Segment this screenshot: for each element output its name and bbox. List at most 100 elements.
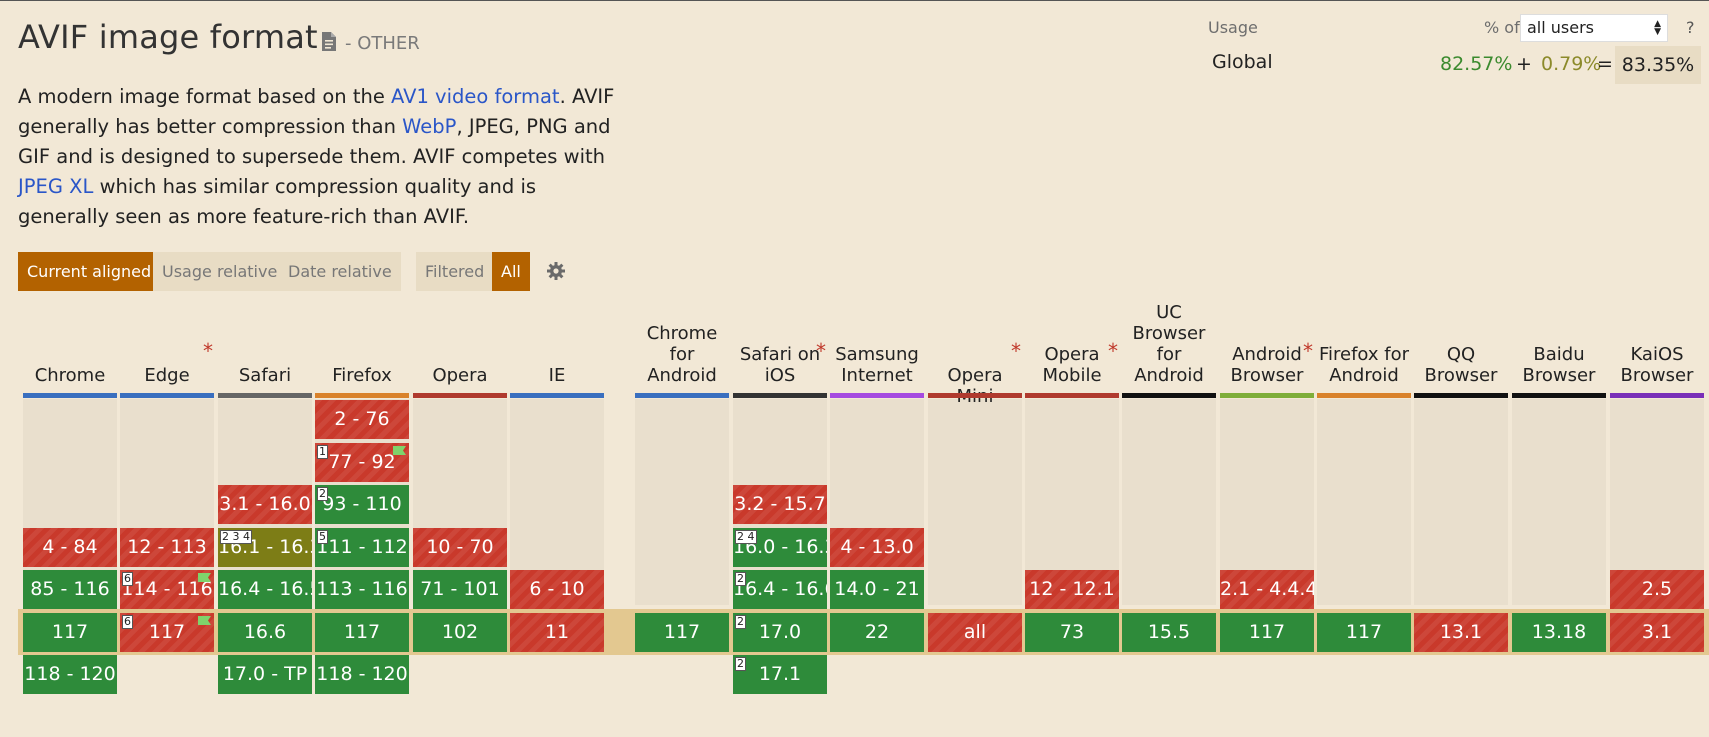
browser-bar-safari (218, 393, 312, 398)
version-label: 6 - 10 (529, 578, 585, 600)
description-text: . AVIF generally has better compression … (18, 85, 615, 138)
version-label: 85 - 116 (30, 578, 110, 600)
user-scope-select[interactable]: all users ▲ ▼ (1520, 14, 1668, 42)
partial-usage: 0.79% (1541, 53, 1602, 75)
support-cell[interactable]: 17.0 2 (733, 612, 827, 652)
support-cell[interactable]: 4 - 13.0 (830, 527, 924, 567)
support-cell[interactable]: 17.0 - TP (218, 655, 312, 694)
current-aligned-button[interactable]: Current aligned (18, 252, 161, 291)
browser-header-android-browser[interactable]: Android Browser (1230, 344, 1304, 386)
notes-star-icon: * (816, 339, 826, 363)
support-cell[interactable]: 3.1 (1610, 612, 1704, 652)
support-cell[interactable]: 16.4 - 16.6 2 (733, 570, 827, 609)
browser-header-chrome[interactable]: Chrome (34, 365, 106, 386)
note-badge: 2 (735, 657, 746, 671)
support-cell[interactable]: 93 - 110 2 (315, 485, 409, 524)
all-button[interactable]: All (492, 252, 530, 291)
version-label: 73 (1059, 620, 1085, 643)
support-cell[interactable]: 16.4 - 16.5 (218, 570, 312, 609)
support-cell[interactable]: 71 - 101 (413, 570, 507, 609)
support-cell[interactable]: 12 - 12.1 (1025, 570, 1119, 609)
flag-icon (393, 445, 406, 455)
support-cell[interactable]: 13.1 (1414, 612, 1508, 652)
support-cell[interactable]: 117 6 (120, 612, 214, 652)
browser-header-safari-on-ios[interactable]: Safari on iOS (739, 344, 821, 386)
support-cell[interactable]: 114 - 116 6 (120, 570, 214, 609)
version-label: 16.6 (243, 620, 287, 643)
column-bg-opera-mini (928, 399, 1022, 605)
support-cell[interactable]: 117 (635, 612, 729, 652)
support-cell[interactable]: 118 - 120 (23, 655, 117, 694)
browser-header-baidu-browser[interactable]: Baidu Browser (1522, 344, 1596, 386)
browser-header-opera-mini[interactable]: Opera Mini (947, 365, 1003, 407)
note-badge: 2 4 (735, 529, 757, 544)
support-cell[interactable]: 117 (315, 612, 409, 652)
usage-relative-button[interactable]: Usage relative (153, 252, 287, 291)
document-icon (322, 32, 336, 51)
browser-header-opera-mobile[interactable]: Opera Mobile (1042, 344, 1102, 386)
support-cell[interactable]: all (928, 612, 1022, 652)
version-label: 17.0 - TP (222, 663, 308, 685)
help-link[interactable]: ? (1686, 18, 1695, 37)
support-cell[interactable]: 2.1 - 4.4.4 (1220, 570, 1314, 609)
support-cell[interactable]: 22 (830, 612, 924, 652)
support-cell[interactable]: 11 (510, 612, 604, 652)
browser-bar-safari-on-ios (733, 393, 827, 398)
support-cell[interactable]: 117 (1220, 612, 1314, 652)
version-label: 17.0 (758, 620, 802, 643)
version-label: 117 (1248, 620, 1286, 643)
browser-bar-opera-mini (928, 393, 1022, 398)
support-cell[interactable]: 117 (23, 612, 117, 652)
note-badge: 6 (122, 614, 133, 629)
note-badge: 1 (317, 444, 328, 459)
support-cell[interactable]: 113 - 116 (315, 570, 409, 609)
support-cell[interactable]: 17.1 2 (733, 655, 827, 694)
browser-bar-opera (413, 393, 507, 398)
support-cell[interactable]: 111 - 112 5 (315, 527, 409, 567)
support-cell[interactable]: 2.5 (1610, 570, 1704, 609)
column-bg-chrome-for-android (635, 399, 729, 605)
support-cell[interactable]: 16.6 (218, 612, 312, 652)
percent-of-label: % of (1484, 18, 1520, 37)
support-cell[interactable]: 10 - 70 (413, 527, 507, 567)
browser-header-uc-browser-for-android[interactable]: UC Browser for Android (1132, 302, 1206, 386)
support-cell[interactable]: 15.5 (1122, 612, 1216, 652)
version-label: 11 (544, 620, 570, 643)
support-cell[interactable]: 4 - 84 (23, 527, 117, 567)
browser-header-qq-browser[interactable]: QQ Browser (1424, 344, 1498, 386)
support-cell[interactable]: 3.1 - 16.0 (218, 485, 312, 524)
support-cell[interactable]: 85 - 116 (23, 570, 117, 609)
support-cell[interactable]: 77 - 92 1 (315, 442, 409, 482)
browser-bar-android-browser (1220, 393, 1314, 398)
support-cell[interactable]: 16.1 - 16.3 2 3 4 (218, 527, 312, 567)
browser-header-safari[interactable]: Safari (238, 365, 292, 386)
date-relative-button[interactable]: Date relative (279, 252, 401, 291)
support-cell[interactable]: 3.2 - 15.7 (733, 485, 827, 524)
support-cell[interactable]: 14.0 - 21 (830, 570, 924, 609)
support-cell[interactable]: 102 (413, 612, 507, 652)
version-label: 71 - 101 (420, 578, 500, 600)
browser-header-chrome-for-android[interactable]: Chrome for Android (646, 323, 718, 386)
browser-header-opera[interactable]: Opera (432, 365, 488, 386)
browser-header-ie[interactable]: IE (548, 365, 566, 386)
jpeg-xl-link[interactable]: JPEG XL (18, 175, 94, 198)
notes-star-icon: * (1303, 339, 1313, 363)
browser-header-firefox[interactable]: Firefox (332, 365, 392, 386)
webp-link[interactable]: WebP (402, 115, 457, 138)
support-cell[interactable]: 12 - 113 (120, 527, 214, 567)
support-cell[interactable]: 6 - 10 (510, 570, 604, 609)
settings-gear-icon[interactable] (546, 261, 566, 281)
browser-header-firefox-for-android[interactable]: Firefox for Android (1318, 344, 1410, 386)
support-cell[interactable]: 118 - 120 (315, 655, 409, 694)
browser-header-edge[interactable]: Edge (144, 365, 190, 386)
support-cell[interactable]: 16.0 - 16.3 2 4 (733, 527, 827, 567)
support-cell[interactable]: 2 - 76 (315, 400, 409, 439)
support-cell[interactable]: 13.18 (1512, 612, 1606, 652)
av1-link[interactable]: AV1 video format (391, 85, 560, 108)
browser-header-samsung-internet[interactable]: Samsung Internet (835, 344, 919, 386)
filtered-button[interactable]: Filtered (416, 252, 494, 291)
support-cell[interactable]: 73 (1025, 612, 1119, 652)
version-label: 16.0 - 16.3 (733, 535, 827, 558)
support-cell[interactable]: 117 (1317, 612, 1411, 652)
browser-header-kaios-browser[interactable]: KaiOS Browser (1620, 344, 1694, 386)
